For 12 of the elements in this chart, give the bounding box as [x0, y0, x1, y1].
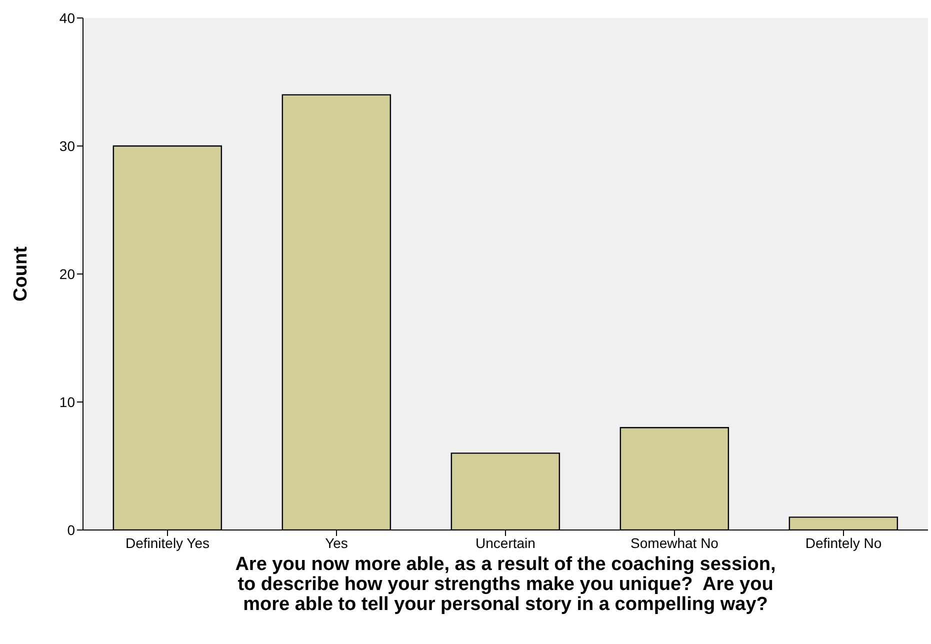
x-tick-label: Yes — [325, 534, 348, 551]
x-axis-title: Are you now more able, as a result of the coaching session, to describe how your strengths make you unique? Are you more able to tell your personal story in a compelling way? — [235, 554, 776, 615]
y-axis-title: Count — [10, 246, 32, 302]
y-tick-label: 20 — [59, 266, 76, 282]
y-tick-label: 10 — [59, 394, 76, 410]
y-tick-label: 30 — [59, 138, 76, 154]
x-tick-label: Uncertain — [476, 534, 536, 551]
y-tick-label: 40 — [59, 10, 76, 26]
x-tick-label: Somewhat No — [630, 534, 719, 551]
x-tick-label: Definitely Yes — [125, 534, 210, 551]
x-tick-label: Defintely No — [805, 534, 882, 551]
y-tick-label: 0 — [67, 522, 76, 538]
